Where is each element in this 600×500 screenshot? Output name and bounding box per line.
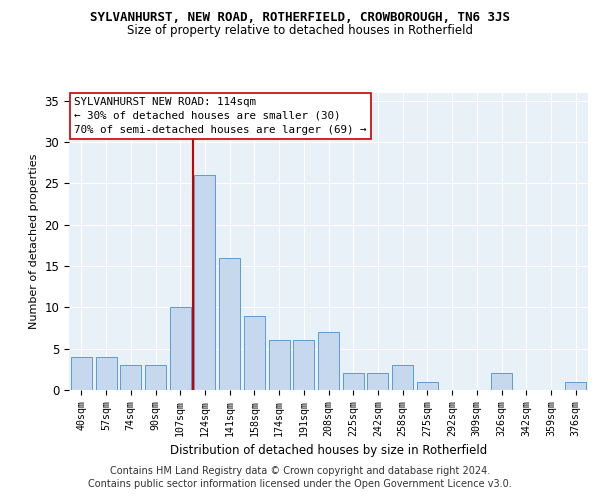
Bar	[343, 374, 364, 390]
Bar	[417, 382, 438, 390]
Bar	[367, 374, 388, 390]
Text: Contains public sector information licensed under the Open Government Licence v3: Contains public sector information licen…	[88, 479, 512, 489]
Bar	[244, 316, 265, 390]
Bar	[170, 308, 191, 390]
Bar	[95, 357, 116, 390]
Text: SYLVANHURST, NEW ROAD, ROTHERFIELD, CROWBOROUGH, TN6 3JS: SYLVANHURST, NEW ROAD, ROTHERFIELD, CROW…	[90, 11, 510, 24]
Bar	[219, 258, 240, 390]
Bar	[392, 365, 413, 390]
Bar	[565, 382, 586, 390]
Text: Contains HM Land Registry data © Crown copyright and database right 2024.: Contains HM Land Registry data © Crown c…	[110, 466, 490, 476]
Text: SYLVANHURST NEW ROAD: 114sqm
← 30% of detached houses are smaller (30)
70% of se: SYLVANHURST NEW ROAD: 114sqm ← 30% of de…	[74, 97, 367, 135]
Bar	[269, 340, 290, 390]
Bar	[194, 175, 215, 390]
Bar	[145, 365, 166, 390]
Text: Size of property relative to detached houses in Rotherfield: Size of property relative to detached ho…	[127, 24, 473, 37]
Y-axis label: Number of detached properties: Number of detached properties	[29, 154, 39, 329]
Bar	[318, 332, 339, 390]
Bar	[71, 357, 92, 390]
Bar	[293, 340, 314, 390]
Bar	[120, 365, 141, 390]
X-axis label: Distribution of detached houses by size in Rotherfield: Distribution of detached houses by size …	[170, 444, 487, 457]
Bar	[491, 374, 512, 390]
